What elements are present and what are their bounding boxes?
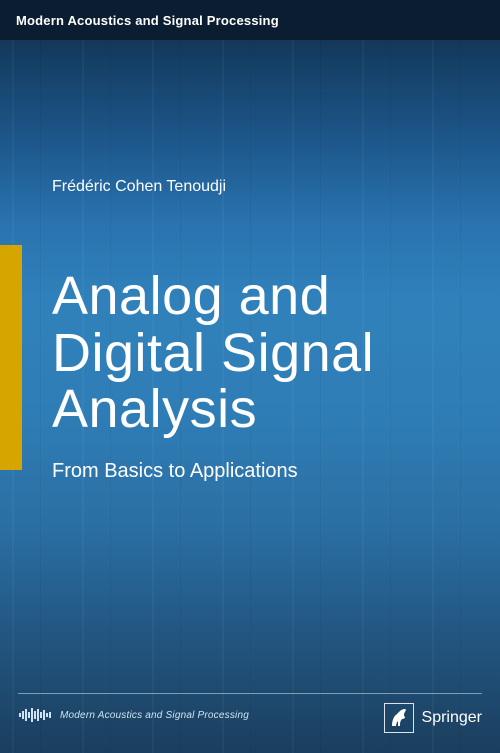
series-band: Modern Acoustics and Signal Processing	[0, 0, 500, 40]
publisher-mark: Springer	[384, 703, 482, 733]
author-name: Frédéric Cohen Tenoudji	[52, 178, 226, 196]
springer-horse-icon	[384, 703, 414, 733]
footer: Modern Acoustics and Signal Processing S…	[0, 693, 500, 753]
footer-series-text: Modern Acoustics and Signal Processing	[60, 710, 249, 721]
title-line-2: Digital Signal	[52, 325, 374, 382]
title-line-3: Analysis	[52, 381, 374, 438]
series-name: Modern Acoustics and Signal Processing	[16, 13, 279, 28]
footer-rule	[18, 693, 482, 694]
book-subtitle: From Basics to Applications	[52, 460, 298, 483]
footer-series-mark: Modern Acoustics and Signal Processing	[18, 707, 249, 723]
accent-bar	[0, 245, 22, 470]
book-title: Analog and Digital Signal Analysis	[52, 268, 374, 438]
publisher-name: Springer	[422, 709, 482, 727]
title-line-1: Analog and	[52, 268, 374, 325]
book-cover: Modern Acoustics and Signal Processing F…	[0, 0, 500, 753]
waveform-icon	[18, 707, 52, 723]
